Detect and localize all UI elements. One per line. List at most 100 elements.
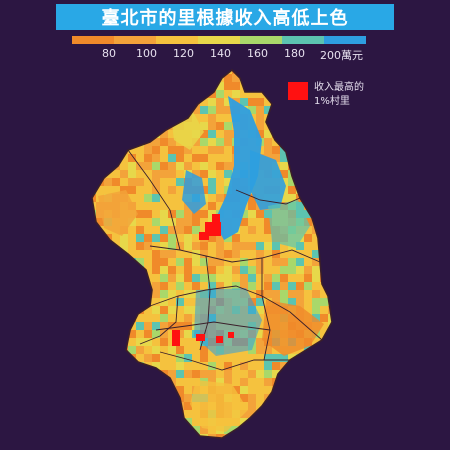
village-cell <box>312 114 320 122</box>
village-cell <box>136 74 144 82</box>
village-cell <box>216 194 224 202</box>
village-cell <box>240 362 248 370</box>
village-cell <box>168 178 176 186</box>
village-cell <box>168 90 176 98</box>
village-cell <box>192 258 200 266</box>
village-cell <box>248 434 256 438</box>
village-cell <box>232 434 240 438</box>
village-cell <box>192 98 200 106</box>
village-cell <box>136 210 144 218</box>
village-cell <box>320 258 328 266</box>
village-cell <box>92 178 96 186</box>
village-cell <box>272 418 280 426</box>
village-cell <box>192 82 200 90</box>
village-cell <box>256 98 264 106</box>
village-cell <box>104 426 112 434</box>
village-cell <box>256 370 264 378</box>
village-cell <box>200 178 208 186</box>
village-cell <box>232 250 240 258</box>
village-cell <box>136 82 144 90</box>
village-cell <box>144 178 152 186</box>
village-cell <box>224 98 232 106</box>
village-cell <box>136 402 144 410</box>
village-cell <box>256 386 264 394</box>
village-cell <box>312 354 320 362</box>
village-cell <box>216 70 224 74</box>
village-cell <box>92 394 96 402</box>
village-cell <box>256 242 264 250</box>
village-cell <box>112 434 120 438</box>
village-cell <box>312 146 320 154</box>
village-cell <box>296 114 304 122</box>
village-cell <box>136 338 144 346</box>
village-cell <box>128 338 136 346</box>
village-cell <box>280 250 288 258</box>
village-cell <box>96 370 104 378</box>
village-cell <box>160 346 168 354</box>
village-cell <box>296 122 304 130</box>
village-cell <box>240 210 248 218</box>
village-cell <box>152 114 160 122</box>
village-cell <box>200 426 208 434</box>
village-cell <box>192 362 200 370</box>
village-cell <box>176 162 184 170</box>
village-cell <box>320 346 328 354</box>
village-cell <box>128 290 136 298</box>
top-1-percent-villages <box>172 214 234 346</box>
village-cell <box>96 426 104 434</box>
village-cell <box>112 130 120 138</box>
village-cell <box>328 266 332 274</box>
village-cell <box>272 258 280 266</box>
village-cell <box>112 106 120 114</box>
village-cell <box>192 162 200 170</box>
legend-swatch-5 <box>240 36 282 44</box>
village-cell <box>152 74 160 82</box>
village-cell <box>152 250 160 258</box>
village-cell <box>264 266 272 274</box>
village-cell <box>168 266 176 274</box>
village-cell <box>312 394 320 402</box>
village-cell <box>96 418 104 426</box>
village-cell <box>328 170 332 178</box>
village-cell <box>144 70 152 74</box>
village-cell <box>320 70 328 74</box>
village-cell <box>232 370 240 378</box>
village-cell <box>152 410 160 418</box>
village-cell <box>216 178 224 186</box>
village-cell <box>272 274 280 282</box>
village-cell <box>92 98 96 106</box>
village-cell <box>112 314 120 322</box>
village-cell <box>120 378 128 386</box>
village-cell <box>248 194 256 202</box>
village-cell <box>312 122 320 130</box>
village-cell <box>128 386 136 394</box>
village-cell <box>272 90 280 98</box>
village-cell <box>304 282 312 290</box>
village-cell <box>320 354 328 362</box>
village-cell <box>160 354 168 362</box>
village-cell <box>136 426 144 434</box>
village-cell <box>280 242 288 250</box>
village-cell <box>240 282 248 290</box>
village-cell <box>320 114 328 122</box>
village-cell <box>96 186 104 194</box>
village-cell <box>104 362 112 370</box>
village-cell <box>248 266 256 274</box>
village-cell <box>152 298 160 306</box>
village-cell <box>304 402 312 410</box>
village-cell <box>160 290 168 298</box>
village-cell <box>192 338 200 346</box>
village-cell <box>112 122 120 130</box>
village-cell <box>136 218 144 226</box>
village-cell <box>248 250 256 258</box>
village-cell <box>92 378 96 386</box>
village-cell <box>184 82 192 90</box>
village-cell <box>224 114 232 122</box>
village-cell <box>104 266 112 274</box>
village-cell <box>216 98 224 106</box>
village-cell <box>152 122 160 130</box>
village-cell <box>312 426 320 434</box>
village-cell <box>240 90 248 98</box>
village-cell <box>96 98 104 106</box>
village-cell <box>264 426 272 434</box>
